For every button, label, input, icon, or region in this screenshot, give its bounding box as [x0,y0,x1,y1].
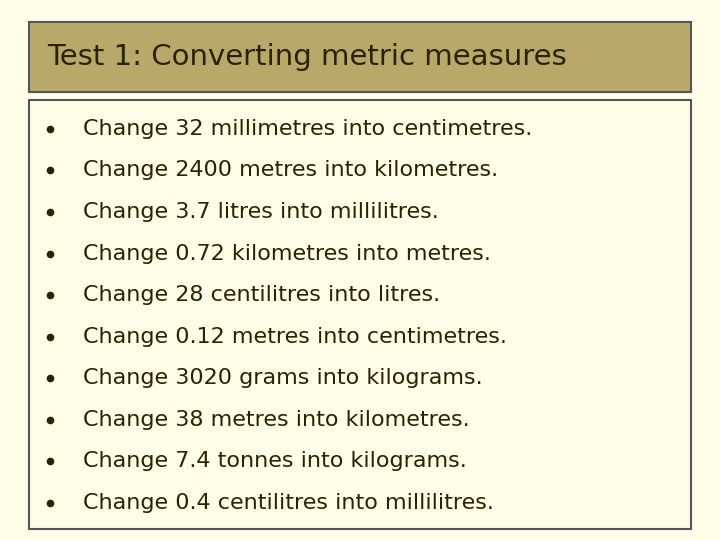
Bar [29,100,691,529]
Text: Change 7.4 tonnes into kilograms.: Change 7.4 tonnes into kilograms. [83,451,467,471]
Text: Test 1: Converting metric measures: Test 1: Converting metric measures [47,43,567,71]
Bar [29,22,691,92]
Text: Change 0.72 kilometres into metres.: Change 0.72 kilometres into metres. [83,244,490,264]
Text: Change 2400 metres into kilometres.: Change 2400 metres into kilometres. [83,160,498,180]
Text: Change 0.12 metres into centimetres.: Change 0.12 metres into centimetres. [83,327,507,347]
Text: Change 3.7 litres into millilitres.: Change 3.7 litres into millilitres. [83,202,438,222]
Text: Change 3020 grams into kilograms.: Change 3020 grams into kilograms. [83,368,482,388]
Text: Change 28 centilitres into litres.: Change 28 centilitres into litres. [83,285,440,305]
Text: Change 32 millimetres into centimetres.: Change 32 millimetres into centimetres. [83,119,532,139]
Text: Change 38 metres into kilometres.: Change 38 metres into kilometres. [83,410,469,430]
Text: Change 0.4 centilitres into millilitres.: Change 0.4 centilitres into millilitres. [83,493,494,513]
